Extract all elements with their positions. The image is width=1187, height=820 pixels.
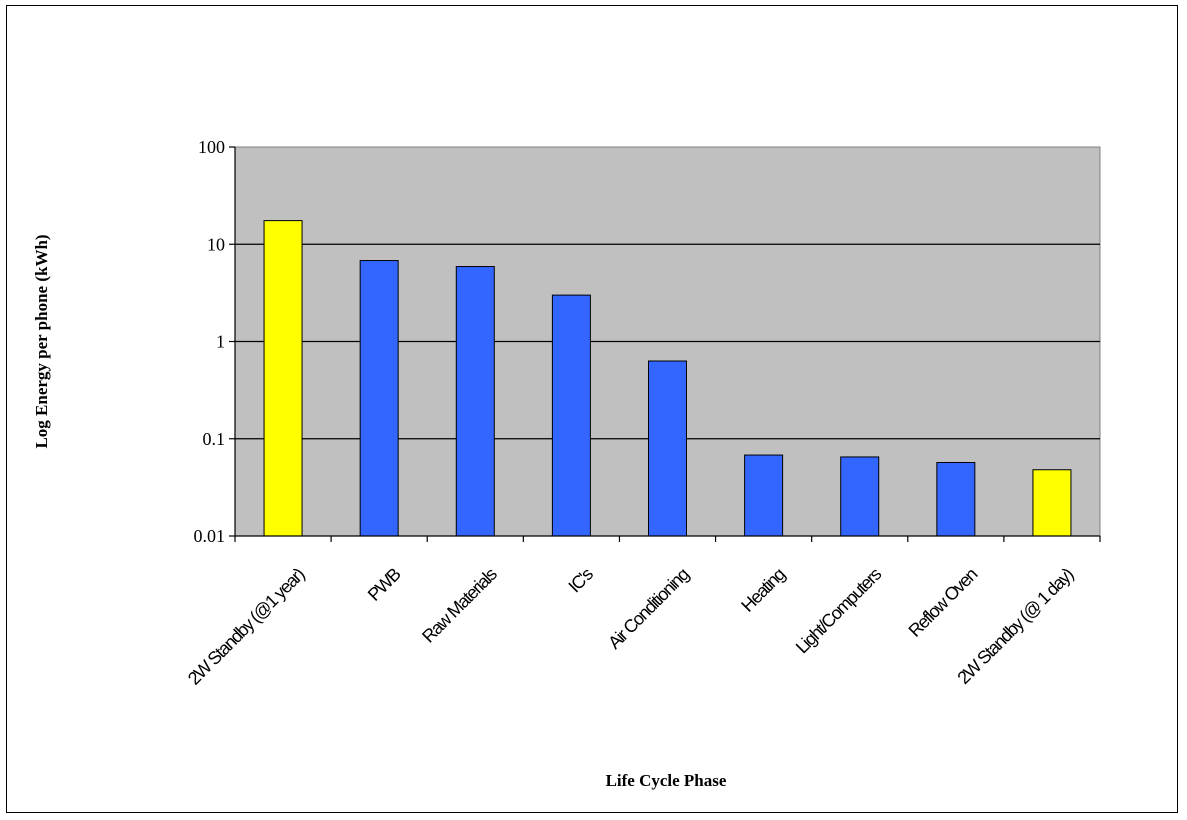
axes	[229, 146, 1101, 542]
y-tick-labels: 0.01 0.1 1 10 100	[194, 137, 226, 546]
y-tick-label: 1	[216, 332, 225, 352]
bar-chart: 0.01 0.1 1 10 100 2W Standby (@1 year) PWB Raw…	[32, 137, 1101, 790]
bar	[840, 456, 880, 537]
bar	[455, 266, 495, 537]
bar	[936, 461, 976, 537]
bar	[359, 260, 399, 537]
x-tick-label: PWB	[364, 564, 405, 605]
y-tick-label: 0.01	[194, 526, 226, 546]
x-tick-label: Air Conditioning	[604, 564, 692, 652]
bar	[551, 294, 591, 537]
bar	[744, 454, 784, 537]
x-tick-label: Light/Computers	[792, 564, 886, 658]
x-axis-title: Life Cycle Phase	[606, 771, 727, 790]
x-tick-label: IC's	[565, 564, 598, 597]
y-tick-label: 0.1	[203, 429, 226, 449]
bar	[648, 360, 687, 537]
x-tick-label: 2W Standby (@1 year)	[184, 564, 308, 688]
bar	[1032, 469, 1072, 537]
bars	[263, 220, 1072, 537]
y-tick-label: 100	[198, 137, 225, 157]
x-tick-label: Reflow Oven	[905, 564, 981, 640]
y-axis-title: Log Energy per phone (kWh)	[32, 234, 51, 448]
chart-frame: 0.01 0.1 1 10 100 2W Standby (@1 year) PWB Raw…	[6, 5, 1178, 813]
y-tick-label: 10	[207, 234, 225, 254]
x-tick-labels: 2W Standby (@1 year) PWB Raw Materials IC's…	[184, 564, 1077, 689]
x-tick-label: Heating	[737, 564, 788, 615]
bar	[263, 220, 303, 537]
x-tick-label: Raw Materials	[418, 564, 501, 647]
